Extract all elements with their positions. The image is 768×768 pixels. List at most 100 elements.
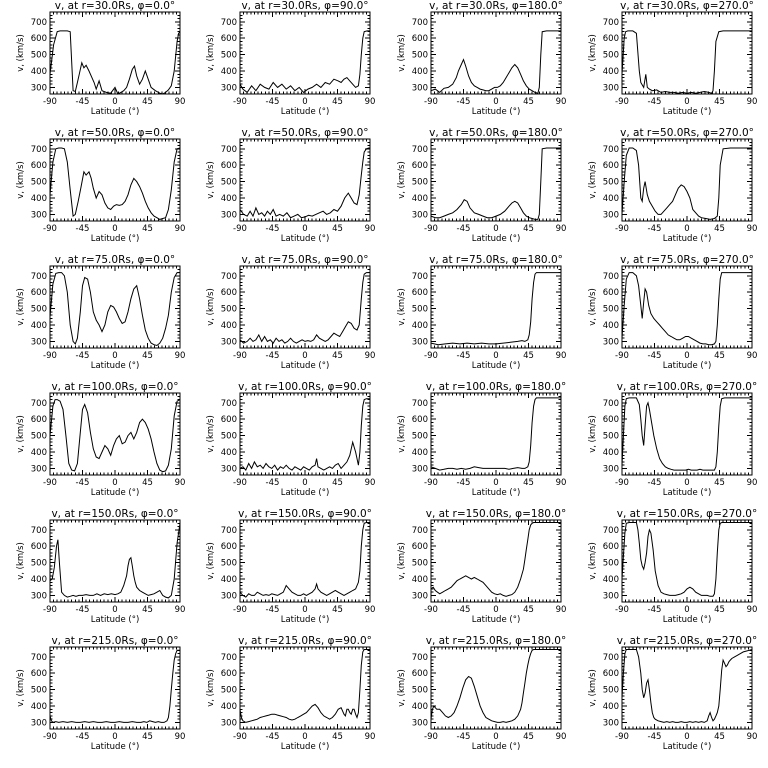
x-tick-label: -90 [233, 97, 247, 107]
plot-frame [239, 392, 371, 476]
chart-title: v, at r=30.0Rs, φ=180.0° [429, 0, 563, 12]
y-axis-label: v, (km/s) [16, 415, 26, 453]
x-tick-label: -90 [233, 478, 247, 488]
chart-panel-7: v, at r=50.0Rs, φ=180.0° -90 -45 0 45 90 300 40… [397, 127, 566, 244]
x-axis-label: Latitude (°) [472, 234, 521, 244]
x-tick-label: 0 [112, 351, 117, 361]
x-tick-label: 0 [493, 97, 498, 107]
y-tick-label: 700 [412, 145, 428, 155]
y-tick-label: 300 [412, 464, 428, 474]
chart-panel-2: v, at r=30.0Rs, φ=90.0° -90 -45 0 45 90 300 400… [206, 0, 375, 117]
y-tick-label: 400 [31, 575, 47, 585]
y-tick-label: 400 [412, 575, 428, 585]
x-axis-label: Latitude (°) [281, 234, 330, 244]
x-tick-label: 90 [747, 224, 758, 234]
x-tick-label: -90 [233, 605, 247, 615]
x-tick-label: 90 [175, 224, 186, 234]
chart-panel-4: v, at r=30.0Rs, φ=270.0° -90 -45 0 45 90 300 40… [588, 0, 757, 117]
x-tick-label: 90 [556, 224, 567, 234]
x-tick-label: 90 [175, 605, 186, 615]
chart-title: v, at r=50.0Rs, φ=270.0° [620, 127, 754, 139]
x-axis-label: Latitude (°) [663, 107, 712, 117]
x-tick-label: -90 [615, 478, 629, 488]
y-tick-label: 600 [603, 34, 619, 44]
x-tick-label: 45 [714, 97, 725, 107]
x-axis-label: Latitude (°) [663, 234, 712, 244]
x-tick-label: -45 [457, 478, 471, 488]
y-tick-label: 400 [603, 67, 619, 77]
x-tick-label: -90 [233, 732, 247, 742]
y-tick-label: 700 [603, 653, 619, 663]
x-tick-label: -90 [615, 97, 629, 107]
x-tick-label: 45 [714, 478, 725, 488]
y-tick-label: 500 [603, 432, 619, 442]
chart-panel-6: v, at r=50.0Rs, φ=90.0° -90 -45 0 45 90 300 400… [206, 127, 375, 244]
y-tick-label: 300 [412, 210, 428, 220]
y-tick-label: 600 [221, 34, 237, 44]
x-axis-label: Latitude (°) [281, 488, 330, 498]
y-tick-label: 500 [31, 51, 47, 61]
x-tick-label: 90 [365, 351, 376, 361]
x-tick-label: 90 [556, 351, 567, 361]
chart-title: v, at r=75.0Rs, φ=270.0° [620, 254, 754, 266]
y-tick-label: 700 [603, 399, 619, 409]
plot-frame [621, 646, 753, 730]
y-tick-label: 500 [221, 686, 237, 696]
y-tick-label: 300 [31, 83, 47, 93]
y-tick-label: 600 [31, 161, 47, 171]
x-tick-label: 0 [302, 732, 307, 742]
series-line [49, 523, 181, 599]
y-tick-label: 300 [31, 337, 47, 347]
chart-title: v, at r=150.0Rs, φ=180.0° [426, 508, 566, 520]
chart-title: v, at r=215.0Rs, φ=270.0° [617, 635, 757, 647]
chart-title: v, at r=50.0Rs, φ=90.0° [241, 127, 368, 139]
x-tick-label: 0 [684, 351, 689, 361]
x-tick-label: -45 [266, 97, 280, 107]
y-axis-label: v, (km/s) [588, 288, 598, 326]
series-line [430, 272, 561, 346]
y-tick-label: 700 [31, 18, 47, 28]
x-tick-label: 0 [493, 224, 498, 234]
x-tick-label: -45 [266, 732, 280, 742]
y-tick-label: 500 [31, 305, 47, 315]
x-tick-label: -45 [457, 732, 471, 742]
x-tick-label: 90 [175, 478, 186, 488]
series-line [430, 522, 561, 597]
y-tick-label: 700 [221, 272, 237, 282]
x-tick-label: 45 [523, 605, 534, 615]
x-axis-label: Latitude (°) [472, 615, 521, 625]
x-tick-label: 90 [175, 97, 186, 107]
y-tick-label: 600 [412, 161, 428, 171]
y-axis-label: v, (km/s) [588, 161, 598, 199]
y-tick-label: 700 [31, 145, 47, 155]
y-tick-label: 500 [221, 559, 237, 569]
chart-title: v, at r=75.0Rs, φ=0.0° [55, 254, 175, 266]
y-tick-label: 400 [603, 575, 619, 585]
y-tick-label: 300 [31, 464, 47, 474]
y-tick-label: 600 [412, 34, 428, 44]
chart-panel-20: v, at r=150.0Rs, φ=270.0° -90 -45 0 45 90 300 4… [588, 508, 757, 625]
x-tick-label: -45 [266, 478, 280, 488]
x-tick-label: -45 [76, 351, 90, 361]
y-tick-label: 300 [31, 718, 47, 728]
x-tick-label: 45 [332, 351, 343, 361]
x-tick-label: 45 [714, 732, 725, 742]
y-axis-label: v, (km/s) [397, 288, 407, 326]
plot-frame [49, 392, 181, 476]
y-tick-label: 700 [412, 272, 428, 282]
x-tick-label: -45 [648, 478, 662, 488]
y-tick-label: 600 [31, 669, 47, 679]
chart-panel-10: v, at r=75.0Rs, φ=90.0° -90 -45 0 45 90 300 400… [206, 254, 375, 371]
chart-panel-11: v, at r=75.0Rs, φ=180.0° -90 -45 0 45 90 300 40… [397, 254, 566, 371]
y-axis-label: v, (km/s) [397, 415, 407, 453]
y-tick-label: 500 [221, 305, 237, 315]
x-tick-label: 90 [747, 351, 758, 361]
x-tick-label: 0 [112, 732, 117, 742]
x-tick-label: -90 [424, 97, 438, 107]
series-line [239, 649, 370, 723]
y-tick-label: 300 [412, 83, 428, 93]
chart-title: v, at r=100.0Rs, φ=0.0° [51, 381, 178, 393]
y-tick-label: 700 [412, 653, 428, 663]
x-tick-label: 0 [302, 97, 307, 107]
y-axis-label: v, (km/s) [16, 669, 26, 707]
